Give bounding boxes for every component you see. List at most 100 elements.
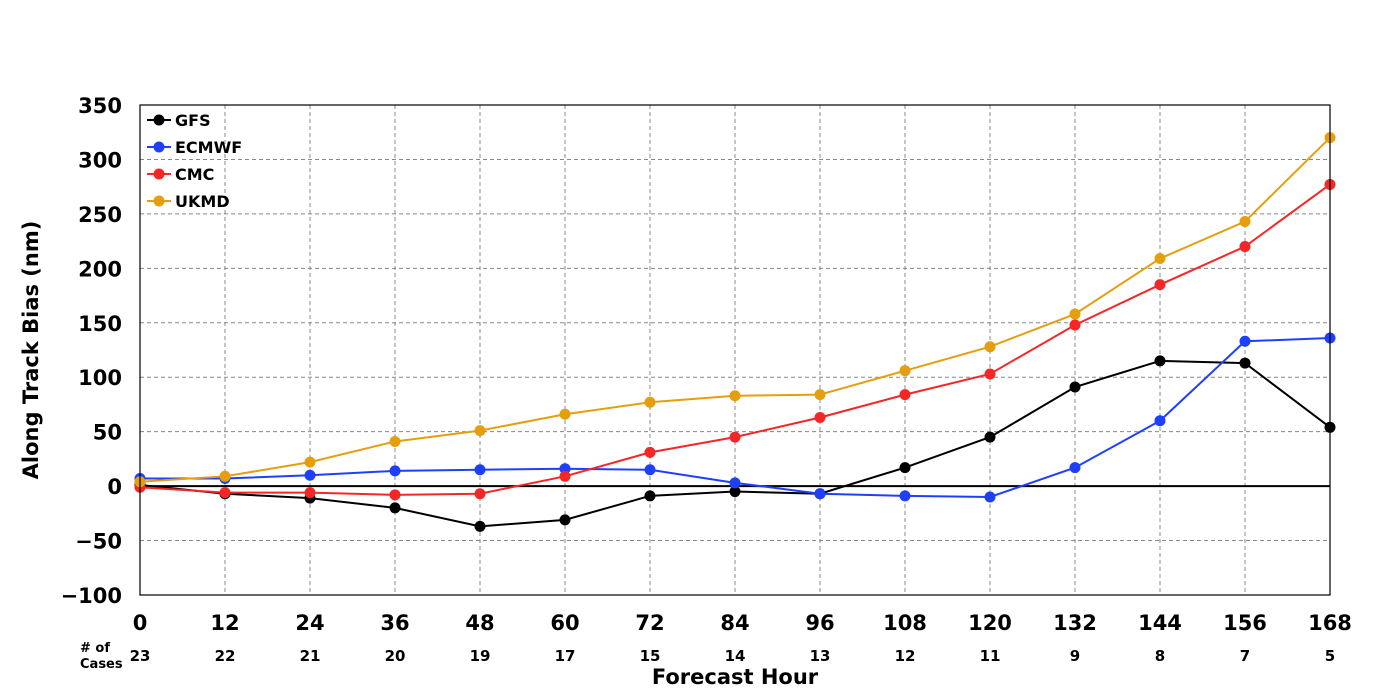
x-tick-label: 84 [720, 611, 749, 635]
y-tick-label: −50 [75, 530, 122, 554]
y-tick-labels: −100 −50 0 50 100 150 200 250 300 350 [61, 94, 122, 608]
data-point [1239, 357, 1251, 369]
data-point [899, 462, 911, 474]
case-count: 12 [895, 647, 916, 665]
x-tick-label: 96 [805, 611, 834, 635]
data-point [984, 341, 996, 353]
data-point [474, 488, 486, 500]
legend-label: GFS [175, 111, 211, 130]
case-count: 5 [1325, 647, 1335, 665]
data-point [984, 491, 996, 503]
series-cmc [134, 178, 1336, 501]
case-count: 11 [980, 647, 1001, 665]
data-point [1239, 335, 1251, 347]
legend-label: CMC [175, 165, 214, 184]
data-point [899, 389, 911, 401]
case-count: 9 [1070, 647, 1080, 665]
data-point [474, 464, 486, 476]
x-axis-title: Forecast Hour [652, 665, 819, 689]
data-point [1069, 308, 1081, 320]
legend-label: ECMWF [175, 138, 242, 157]
data-point [474, 425, 486, 437]
legend-marker [153, 195, 165, 207]
legend-label: UKMD [175, 192, 230, 211]
case-count: 7 [1240, 647, 1250, 665]
x-tick-label: 12 [210, 611, 239, 635]
x-tick-label: 132 [1053, 611, 1097, 635]
series-ukmd [134, 132, 1336, 488]
y-tick-label: 100 [78, 366, 122, 390]
case-count: 17 [555, 647, 576, 665]
series-line [140, 337, 1331, 499]
case-counts: 23 22 21 20 19 17 15 14 13 12 11 9 8 7 5 [130, 647, 1336, 665]
y-tick-label: 250 [78, 203, 122, 227]
y-tick-label: 350 [78, 94, 122, 118]
legend-entry: CMC [147, 165, 214, 184]
series-layer [134, 132, 1336, 532]
case-count: 23 [130, 647, 151, 665]
x-tick-label: 72 [635, 611, 664, 635]
x-tick-label: 60 [550, 611, 579, 635]
cases-label-line2: Cases [80, 657, 123, 672]
data-point [644, 464, 656, 476]
data-point [729, 486, 741, 498]
x-tick-label: 144 [1138, 611, 1182, 635]
legend-entry: ECMWF [147, 138, 242, 157]
data-point [389, 465, 401, 477]
data-point [474, 520, 486, 532]
data-point [814, 412, 826, 424]
data-point [1154, 279, 1166, 291]
data-point [559, 463, 571, 475]
data-point [814, 389, 826, 401]
data-point [899, 490, 911, 502]
x-tick-label: 36 [380, 611, 409, 635]
x-tick-label: 0 [133, 611, 148, 635]
legend-marker [153, 141, 165, 153]
case-count: 15 [640, 647, 661, 665]
x-tick-label: 108 [883, 611, 927, 635]
x-tick-label: 156 [1223, 611, 1267, 635]
y-tick-label: −100 [61, 584, 122, 608]
cases-label-line1: # of [80, 641, 110, 656]
legend-marker [153, 168, 165, 180]
y-tick-label: 150 [78, 312, 122, 336]
data-point [729, 390, 741, 402]
legend: GFS ECMWF CMC UKMD [147, 111, 242, 211]
legend-entry: GFS [147, 111, 211, 130]
data-point [389, 489, 401, 501]
y-tick-label: 0 [107, 475, 122, 499]
y-tick-label: 200 [78, 257, 122, 281]
data-point [1069, 381, 1081, 393]
data-point [814, 488, 826, 500]
y-tick-label: 50 [93, 421, 122, 445]
case-count: 14 [725, 647, 746, 665]
data-point [1239, 216, 1251, 228]
data-point [389, 502, 401, 514]
data-point [219, 487, 231, 499]
x-tick-label: 48 [465, 611, 494, 635]
data-point [729, 431, 741, 443]
data-point [1154, 253, 1166, 265]
legend-entry: UKMD [147, 192, 230, 211]
data-point [389, 435, 401, 447]
data-point [984, 368, 996, 380]
case-count: 19 [470, 647, 491, 665]
data-point [559, 514, 571, 526]
y-tick-label: 300 [78, 148, 122, 172]
data-point [304, 469, 316, 481]
data-point [899, 365, 911, 377]
data-point [1069, 319, 1081, 331]
data-point [304, 456, 316, 468]
data-point [1239, 241, 1251, 253]
data-point [644, 446, 656, 458]
case-count: 8 [1155, 647, 1165, 665]
x-tick-label: 24 [295, 611, 324, 635]
y-axis-title: Along Track Bias (nm) [19, 221, 43, 480]
x-tick-labels: 0 12 24 36 48 60 72 84 96 108 120 132 144 156 168 [133, 611, 1352, 635]
data-point [729, 477, 741, 489]
plot-frame [139, 104, 1331, 596]
legend-marker [153, 114, 165, 126]
data-point [1069, 462, 1081, 474]
case-count: 22 [215, 647, 236, 665]
